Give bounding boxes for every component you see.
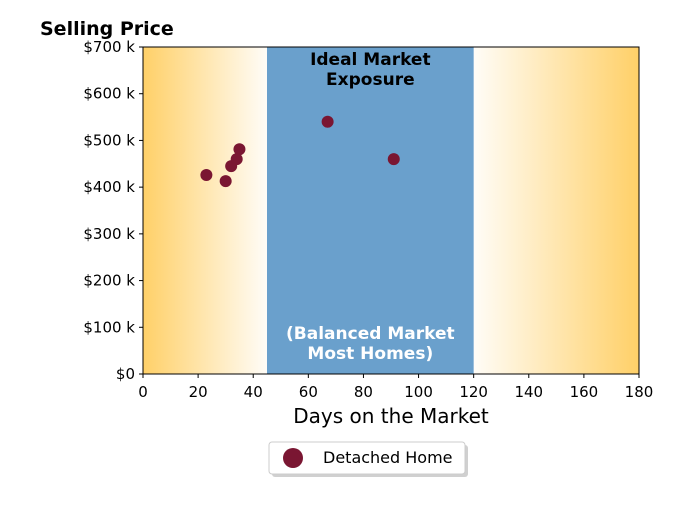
zone-subtitle-line: Most Homes) [307,344,433,364]
data-points [200,115,400,188]
x-tick-label: 120 [459,383,488,401]
y-tick-label: $700 k [83,38,135,56]
y-axis: $0 $100 k $200 k $300 k $400 k $500 k $600 k $7… [83,38,143,383]
data-point [219,175,232,188]
data-point [387,153,400,166]
y-tick-label: $100 k [83,318,135,336]
x-tick-label: 40 [244,383,263,401]
y-axis-title: Selling Price [40,18,174,40]
left-gradient-panel [143,47,267,374]
x-tick-label: 160 [570,383,599,401]
x-tick-label: 20 [189,383,208,401]
x-tick-label: 100 [404,383,433,401]
zone-title-line: Ideal Market [310,50,431,70]
balanced-zone-band [267,47,474,374]
x-axis: 0 20 40 60 80 100 120 140 160 180 [138,374,653,401]
plot-frame [142,46,640,375]
x-tick-label: 80 [354,383,373,401]
x-axis-title: Days on the Market [293,404,489,428]
data-point [233,143,246,156]
y-tick-label: $400 k [83,178,135,196]
y-tick-label: $300 k [83,225,135,243]
x-tick-label: 0 [138,383,148,401]
y-tick-label: $0 [116,365,135,383]
data-point [230,153,243,166]
data-point [321,115,334,128]
data-point [200,168,213,181]
zone-title-line: Exposure [326,70,415,90]
legend-marker [283,448,303,468]
y-tick-label: $200 k [83,272,135,290]
y-tick-label: $500 k [83,131,135,149]
legend-label: Detached Home [323,448,453,467]
x-tick-label: 140 [514,383,543,401]
legend-box [268,441,466,475]
zone-subtitle-line: (Balanced Market [286,324,455,344]
y-tick-label: $600 k [83,85,135,103]
x-tick-label: 60 [299,383,318,401]
x-tick-label: 180 [625,383,654,401]
right-gradient-panel [473,47,639,374]
legend[interactable]: Detached Home [268,441,468,477]
